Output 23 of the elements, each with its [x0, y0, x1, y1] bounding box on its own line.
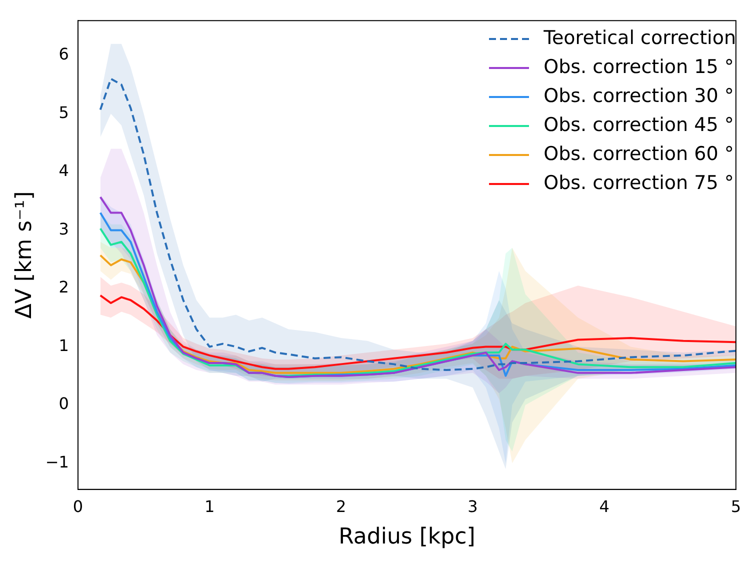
y-tick-label: 0	[58, 394, 69, 414]
legend-label: Obs. correction 60 °	[544, 142, 734, 167]
legend-label: Obs. correction 75 °	[544, 171, 734, 196]
y-tick-label: 3	[58, 219, 69, 238]
line-series	[99, 78, 736, 372]
legend-label: Teoretical correction	[544, 26, 736, 51]
x-tick-label: 1	[204, 497, 215, 516]
x-tick-label: 3	[468, 497, 478, 516]
y-tick-label: −1	[45, 452, 69, 472]
y-axis-title: ΔV [km s⁻¹]	[12, 191, 37, 319]
x-tick-label: 0	[72, 497, 84, 516]
y-tick-label: 4	[58, 161, 69, 180]
y-tick-label: 1	[58, 336, 69, 355]
x-tick-label: 5	[730, 497, 742, 516]
y-tick-label: 2	[58, 278, 69, 297]
legend-label: Obs. correction 30 °	[544, 84, 734, 109]
y-tick-label: 5	[58, 102, 69, 122]
legend-label: Obs. correction 15 °	[544, 55, 734, 80]
x-tick-label: 2	[336, 497, 346, 516]
x-tick-label: 4	[599, 497, 610, 516]
y-tick-label: 6	[58, 44, 69, 64]
legend-label: Obs. correction 45 °	[544, 113, 734, 138]
x-axis-title: Radius [kpc]	[338, 524, 476, 550]
